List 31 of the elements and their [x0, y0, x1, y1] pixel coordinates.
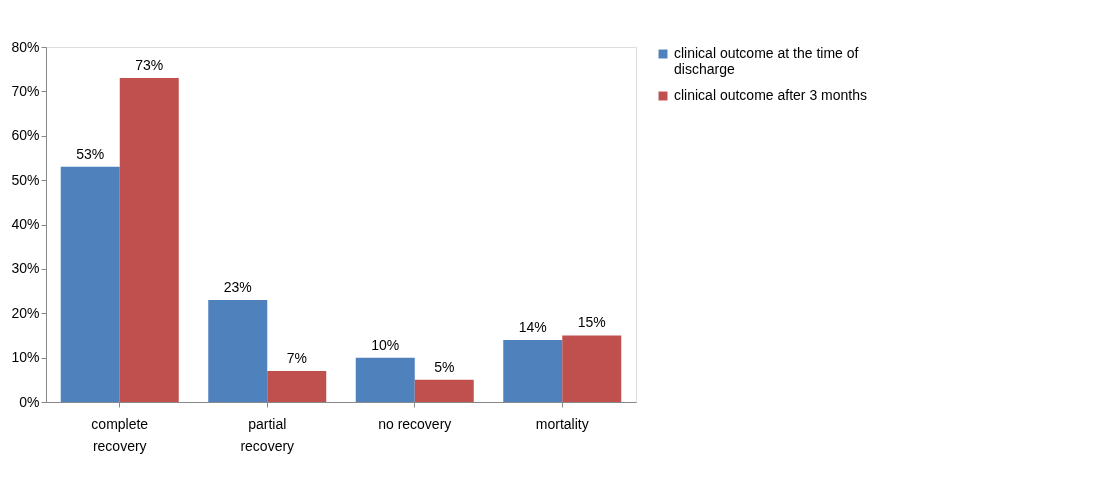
- bar: [267, 370, 327, 402]
- data-label: 10%: [371, 336, 400, 353]
- bar: [503, 339, 563, 402]
- bar: [119, 78, 179, 402]
- y-tick-label: 70%: [11, 82, 40, 99]
- y-tick-label: 20%: [11, 304, 40, 321]
- x-tick-label: complete recovery: [91, 415, 149, 454]
- bar: [60, 166, 120, 402]
- x-tick-label: no recovery: [378, 415, 452, 432]
- data-label: 53%: [76, 145, 105, 162]
- data-label: 15%: [577, 314, 606, 331]
- bar: [355, 357, 415, 402]
- x-tick-label: partial recovery: [240, 415, 295, 454]
- legend-label: clinical outcome at the time of discharge: [674, 45, 859, 77]
- bar: [562, 335, 622, 402]
- y-tick-label: 60%: [11, 127, 40, 144]
- data-label: 7%: [286, 349, 307, 366]
- y-tick-label: 40%: [11, 216, 40, 232]
- data-label: 5%: [434, 358, 455, 375]
- data-label: 23%: [223, 278, 252, 295]
- data-label: 14%: [518, 318, 547, 335]
- legend-label: clinical outcome after 3 months: [674, 87, 867, 103]
- y-tick-label: 50%: [11, 171, 40, 188]
- bar: [414, 379, 474, 402]
- bar: [208, 299, 268, 402]
- data-label: 73%: [135, 57, 164, 74]
- x-tick-label: mortality: [535, 415, 589, 432]
- y-tick-label: 30%: [11, 260, 40, 277]
- y-tick-label: 80%: [11, 38, 40, 55]
- y-tick-label: 10%: [11, 349, 40, 366]
- y-tick-label: 0%: [19, 393, 40, 410]
